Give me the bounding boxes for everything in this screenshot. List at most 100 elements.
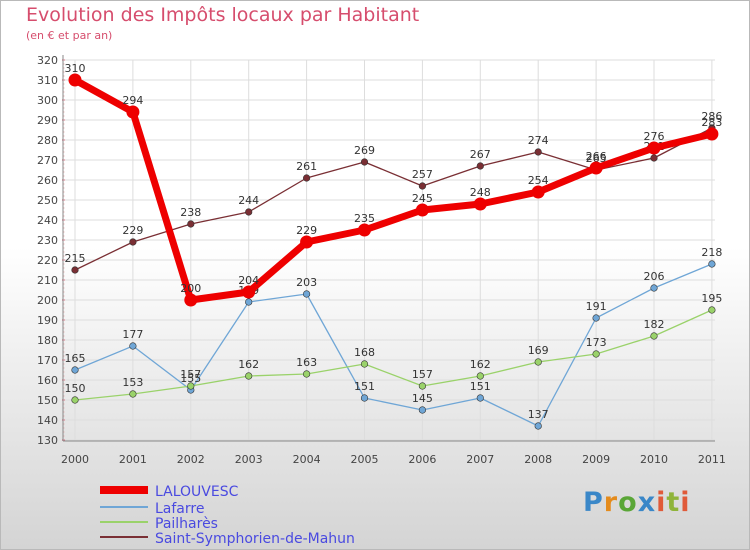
data-point xyxy=(415,203,429,217)
y-tick-label: 300 xyxy=(37,94,58,107)
y-tick-label: 240 xyxy=(37,214,58,227)
data-label: 203 xyxy=(296,276,317,289)
data-point xyxy=(589,161,603,175)
x-tick-label: 2010 xyxy=(640,453,668,466)
data-point xyxy=(476,162,484,170)
data-point xyxy=(71,366,79,374)
x-tick-label: 2007 xyxy=(466,453,494,466)
data-label: 162 xyxy=(470,358,491,371)
data-label: 215 xyxy=(65,252,86,265)
x-tick-label: 2002 xyxy=(177,453,205,466)
data-label: 235 xyxy=(354,212,375,225)
data-label: 150 xyxy=(65,382,86,395)
data-point xyxy=(245,372,253,380)
data-point xyxy=(531,185,545,199)
data-point xyxy=(245,298,253,306)
data-point xyxy=(360,158,369,166)
data-label: 310 xyxy=(65,62,86,75)
data-label: 248 xyxy=(470,186,491,199)
y-tick-label: 280 xyxy=(37,134,58,147)
x-tick-label: 2005 xyxy=(351,453,379,466)
legend-label: Lafarre xyxy=(155,501,204,517)
data-point xyxy=(418,382,427,390)
data-label: 286 xyxy=(701,110,722,123)
data-label: 269 xyxy=(354,144,375,157)
y-tick-label: 130 xyxy=(37,434,58,447)
data-label: 165 xyxy=(65,352,86,365)
x-tick-label: 2004 xyxy=(293,453,321,466)
x-tick-label: 2006 xyxy=(408,453,436,466)
data-point xyxy=(650,332,658,340)
proxiti-logo: Proxiti xyxy=(583,487,691,518)
data-label: 261 xyxy=(296,160,317,173)
y-tick-label: 180 xyxy=(37,334,58,347)
data-label: 168 xyxy=(354,346,375,359)
data-label: 294 xyxy=(122,94,143,107)
series-line-Pailharès xyxy=(74,309,713,401)
data-point xyxy=(129,342,137,350)
data-label: 266 xyxy=(586,150,607,163)
data-label: 218 xyxy=(701,246,722,259)
data-label: 238 xyxy=(180,206,201,219)
y-tick-label: 260 xyxy=(37,174,58,187)
data-label: 182 xyxy=(644,318,665,331)
y-tick-label: 170 xyxy=(37,354,58,367)
x-tick-label: 2008 xyxy=(524,453,552,466)
data-point xyxy=(650,284,658,292)
data-point xyxy=(534,422,542,430)
data-point xyxy=(650,154,658,162)
y-tick-label: 230 xyxy=(37,234,58,247)
data-point xyxy=(705,127,719,141)
data-label: 153 xyxy=(122,376,143,389)
series-line-LALOUVESC xyxy=(73,76,713,304)
legend-label: Pailharès xyxy=(155,516,218,532)
data-point xyxy=(534,358,542,366)
data-label: 177 xyxy=(122,328,143,341)
data-label: 157 xyxy=(412,368,433,381)
y-tick-label: 220 xyxy=(37,254,58,267)
data-point xyxy=(300,235,314,249)
data-label: 137 xyxy=(528,408,549,421)
data-label: 206 xyxy=(644,270,665,283)
chart-title: Evolution des Impôts locaux par Habitant xyxy=(26,4,420,26)
data-label: 229 xyxy=(122,224,143,237)
data-point xyxy=(303,174,311,182)
data-label: 173 xyxy=(586,336,607,349)
data-point xyxy=(592,350,600,358)
data-point xyxy=(303,290,311,298)
y-tick-label: 200 xyxy=(37,294,58,307)
y-tick-label: 160 xyxy=(37,374,58,387)
data-point xyxy=(68,73,82,87)
y-tick-label: 140 xyxy=(37,414,58,427)
data-point xyxy=(126,105,140,119)
data-point xyxy=(71,396,79,404)
data-point xyxy=(71,266,79,274)
y-tick-label: 310 xyxy=(37,74,58,87)
y-tick-label: 150 xyxy=(37,394,58,407)
data-label: 145 xyxy=(412,392,433,405)
data-point xyxy=(476,394,484,402)
data-point xyxy=(418,406,427,414)
series-line-Saint-Symphorien-de-Mahun xyxy=(74,127,713,271)
data-label: 157 xyxy=(180,368,201,381)
data-point xyxy=(187,220,195,228)
x-tick-label: 2011 xyxy=(698,453,726,466)
data-point xyxy=(184,293,198,307)
x-tick-label: 2001 xyxy=(119,453,147,466)
x-tick-label: 2009 xyxy=(582,453,610,466)
data-point xyxy=(708,306,716,314)
y-tick-label: 290 xyxy=(37,114,58,127)
data-label: 151 xyxy=(354,380,375,393)
data-point xyxy=(360,360,369,368)
data-label: 169 xyxy=(528,344,549,357)
data-label: 283 xyxy=(701,116,722,129)
data-point xyxy=(360,394,369,402)
chart-subtitle: (en € et par an) xyxy=(26,29,113,42)
legend-label: LALOUVESC xyxy=(155,484,239,500)
y-tick-label: 320 xyxy=(37,54,58,67)
data-label: 204 xyxy=(238,274,259,287)
data-point xyxy=(245,208,253,216)
data-label: 229 xyxy=(296,224,317,237)
